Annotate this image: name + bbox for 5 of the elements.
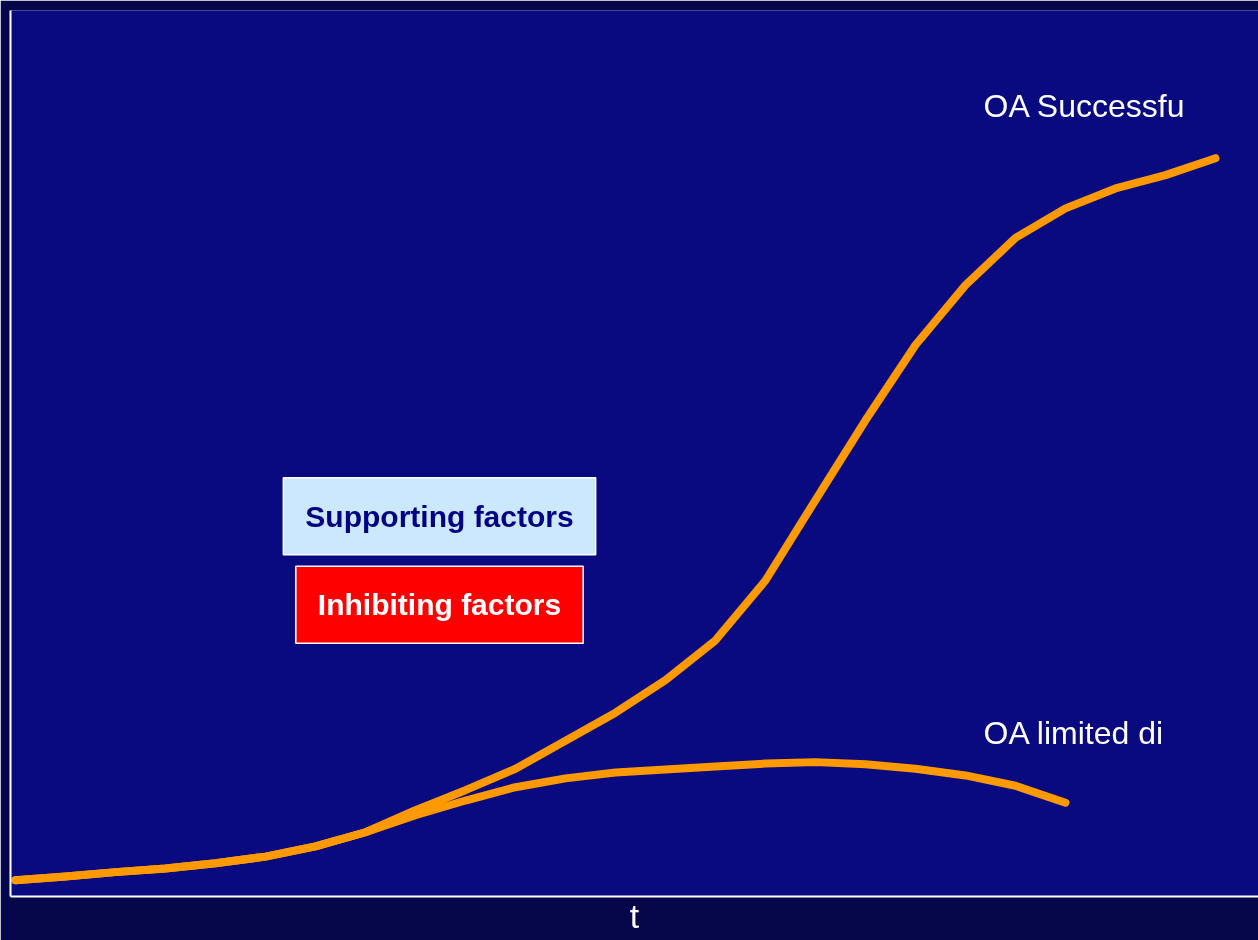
text: OA Successfu <box>983 88 1185 125</box>
annotation: Supporting factors <box>305 499 574 533</box>
annotation: OA limited di <box>983 714 1164 751</box>
x-axis-title: t <box>629 896 640 935</box>
annotation: Inhibiting factors <box>317 588 562 622</box>
